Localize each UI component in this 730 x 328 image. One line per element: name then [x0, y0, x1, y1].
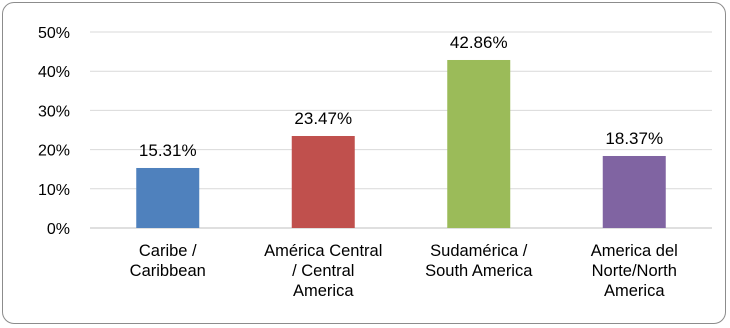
y-tick-label: 10%: [38, 182, 70, 199]
category-label: Caribe /: [139, 242, 197, 260]
y-tick-label: 30%: [38, 103, 70, 120]
category-label: America: [293, 282, 354, 300]
category-label: Sudamérica /: [430, 242, 528, 260]
bar: [602, 155, 666, 228]
category-label: / Central: [292, 262, 354, 280]
data-label: 42.86%: [450, 33, 508, 52]
labels: 0% 10% 20% 30% 40% 50% 15.31% Caribe / Caribbean…: [38, 25, 678, 300]
y-tick-label: 20%: [38, 143, 70, 160]
category-label: América Central: [264, 242, 382, 260]
bar: [447, 59, 511, 228]
category-label: South America: [425, 262, 533, 280]
category-label: Norte/North: [592, 262, 677, 280]
y-tick-label: 50%: [38, 25, 70, 42]
bars: [136, 59, 666, 228]
data-label: 15.31%: [139, 141, 197, 160]
category-label: America del: [591, 242, 678, 260]
data-label: 23.47%: [294, 109, 352, 128]
category-label: Caribbean: [130, 262, 206, 280]
bar: [136, 167, 200, 228]
data-label: 18.37%: [605, 129, 663, 148]
bar: [291, 135, 355, 228]
category-label: America: [604, 282, 665, 300]
y-tick-label: 40%: [38, 64, 70, 81]
y-tick-label: 0%: [47, 221, 70, 238]
